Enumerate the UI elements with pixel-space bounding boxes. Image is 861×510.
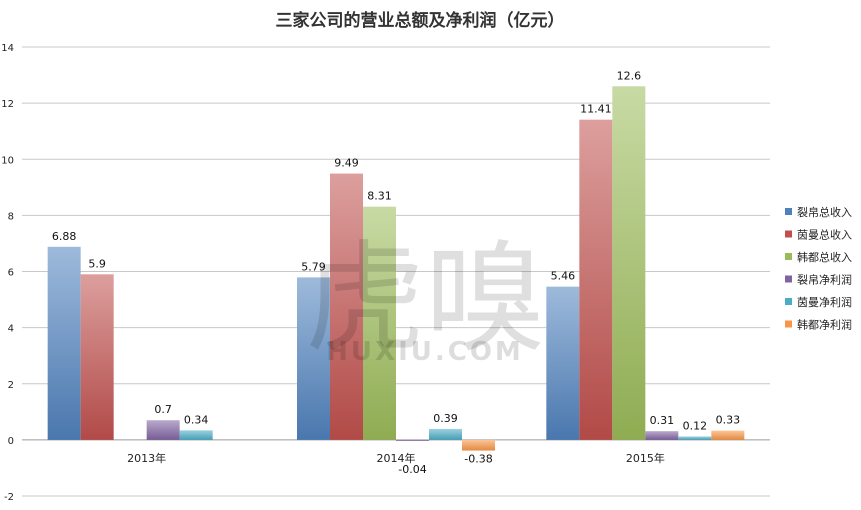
y-tick-label: 10: [1, 155, 14, 166]
y-tick-label: 2: [8, 380, 14, 391]
data-label: 11.41: [580, 103, 612, 116]
data-label: 5.79: [301, 260, 326, 273]
data-label: 0.12: [683, 420, 708, 433]
bar: [396, 439, 429, 441]
data-label: 5.9: [88, 257, 106, 270]
legend-entry: 韩都总收入: [797, 250, 852, 264]
bar: [330, 173, 363, 440]
legend-entry: 茵曼总收入: [797, 228, 852, 242]
y-tick-label: 14: [1, 43, 14, 54]
bar: [80, 274, 114, 440]
legend-entry: 茵曼净利润: [797, 295, 852, 309]
y-tick-label: 4: [8, 324, 14, 335]
data-label: -0.38: [464, 453, 492, 466]
y-axis-ticks: -2 0 2 4 6 8 10 12 14: [1, 43, 14, 503]
legend-swatch: [785, 230, 792, 238]
x-category-label: 2015年: [626, 451, 665, 465]
data-label: 8.31: [367, 190, 392, 203]
data-label: -0.04: [398, 463, 426, 476]
bar: [678, 436, 712, 440]
chart-title: 三家公司的营业总额及净利润（亿元）: [276, 10, 565, 31]
legend-swatch: [785, 253, 792, 260]
data-label: 0.39: [433, 412, 458, 425]
bar: [363, 206, 396, 440]
y-tick-label: 8: [8, 211, 14, 222]
legend-swatch: [785, 320, 792, 328]
legend-swatch: [785, 275, 792, 283]
bar: [297, 277, 330, 440]
data-label: 0.34: [184, 413, 209, 426]
data-label: 9.49: [334, 157, 359, 170]
bars: [47, 86, 745, 451]
legend-swatch: [785, 208, 792, 215]
legend-entry: 裂帛总收入: [797, 205, 852, 219]
watermark-site: HUXIU.COM: [326, 337, 524, 367]
bar: [645, 431, 679, 440]
bar: [462, 439, 495, 451]
data-label: 0.7: [154, 403, 172, 416]
watermark: 虎嗅 HUXIU.COM: [305, 230, 545, 369]
data-label: 12.6: [617, 69, 642, 82]
data-label: 0.33: [716, 414, 741, 427]
y-tick-label: 6: [8, 268, 14, 279]
bar: [47, 246, 81, 440]
x-category-label: 2014年: [377, 451, 416, 465]
legend-entry: 韩都净利润: [797, 318, 852, 332]
bar: [146, 420, 180, 440]
legend-entry: 裂帛净利润: [797, 273, 852, 287]
data-label: 6.88: [52, 230, 77, 243]
data-labels: 6.88 5.9 0.7 0.34 5.79 9.49 8.31 -0.04 0.39 -0.38…: [52, 69, 740, 476]
x-axis-categories: 2013年 2014年 2015年: [127, 451, 665, 465]
y-tick-label: 12: [1, 99, 14, 110]
data-label: 5.46: [551, 270, 576, 283]
watermark-logo: 虎嗅: [305, 230, 545, 369]
bar: [711, 430, 745, 440]
bar: [546, 286, 580, 440]
bar: [612, 86, 646, 440]
bar: [579, 119, 613, 440]
legend-swatch: [785, 298, 792, 305]
bar: [429, 428, 462, 440]
x-category-label: 2013年: [127, 451, 166, 465]
y-tick-label: 0: [8, 436, 14, 447]
bar: [179, 430, 213, 440]
data-label: 0.31: [650, 414, 675, 427]
y-tick-label: -2: [4, 492, 14, 503]
